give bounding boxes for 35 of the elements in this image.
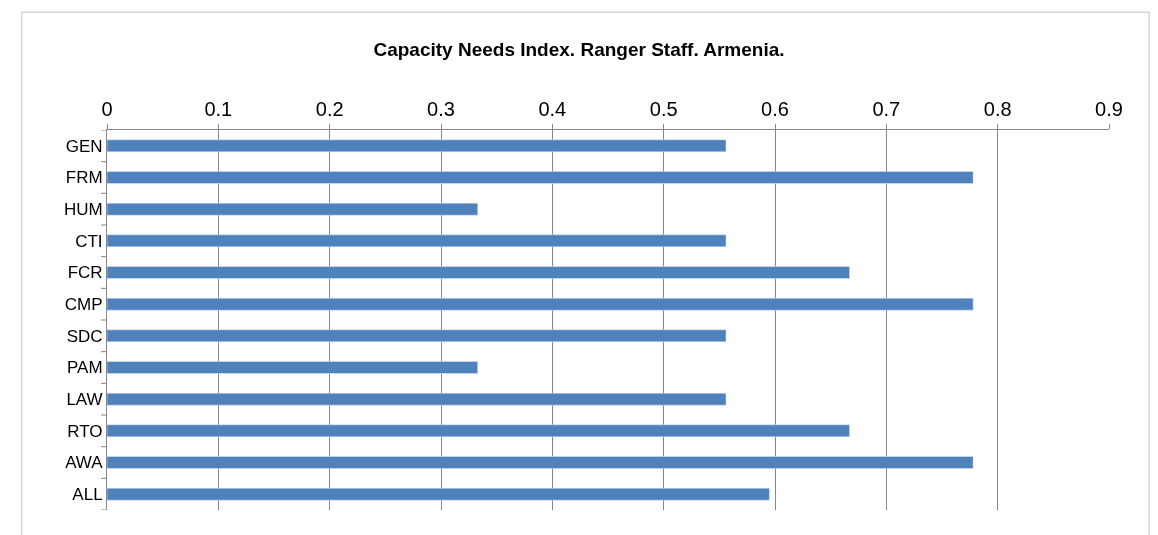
bar	[107, 487, 770, 501]
y-tick-label: LAW	[66, 390, 103, 410]
y-tick-label: AWA	[65, 453, 104, 473]
chart-title: Capacity Needs Index. Ranger Staff. Armenia.	[373, 39, 785, 61]
x-tick-label: 0.6	[761, 98, 789, 120]
y-tick-label: FCR	[67, 263, 103, 283]
x-tick-label: 0.9	[1095, 98, 1123, 120]
y-tick-label: ALL	[72, 485, 103, 505]
y-tick-label: SDC	[66, 326, 103, 346]
bar	[107, 456, 974, 469]
y-tick-label: FRM	[65, 168, 103, 188]
bar	[107, 361, 478, 374]
bar	[107, 266, 850, 279]
y-tick-label: PAM	[67, 358, 103, 378]
x-tick-label: 0.3	[427, 98, 455, 120]
x-tick-label: 0.7	[872, 98, 901, 120]
y-tick-label: RTO	[67, 421, 103, 441]
y-tick-label: CTI	[75, 231, 103, 251]
bar	[107, 139, 727, 153]
bar	[107, 424, 850, 438]
x-tick-label: 0.5	[649, 98, 678, 120]
x-tick-label: 0.1	[204, 98, 233, 120]
x-tick-label: 0.8	[983, 98, 1012, 120]
x-tick-label: 0.4	[538, 98, 567, 120]
y-tick-label: GEN	[65, 136, 103, 156]
y-tick-label: CMP	[64, 295, 103, 315]
bar	[107, 234, 727, 248]
x-tick-label: 0	[101, 98, 113, 120]
x-tick-label: 0.2	[315, 98, 344, 120]
y-tick-label: HUM	[63, 200, 103, 220]
bar	[107, 329, 727, 343]
bar	[107, 392, 727, 406]
bar	[107, 202, 478, 216]
bar	[107, 171, 974, 184]
bar	[107, 297, 974, 311]
